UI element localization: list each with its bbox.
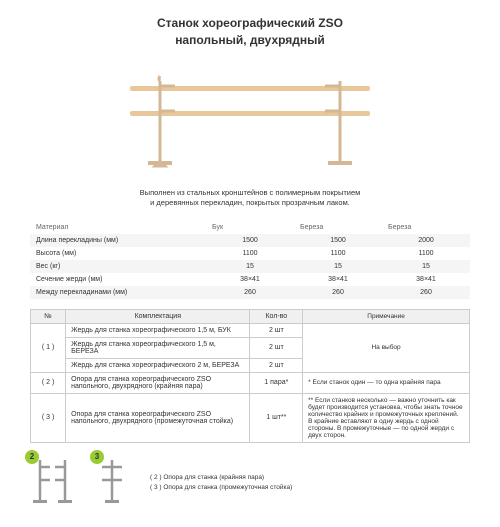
- subtitle-line2: и деревянных перекладин, покрытых прозра…: [30, 198, 470, 209]
- title-line2: напольный, двухрядный: [30, 32, 470, 49]
- subtitle: Выполнен из стальных кронштейнов с полим…: [30, 188, 470, 209]
- legend-text: ( 2 ) Опора для станка (крайняя пара) ( …: [150, 473, 292, 493]
- title-line1: Станок хореографический ZSO: [30, 15, 470, 32]
- legend-images: 2 3: [30, 455, 130, 512]
- specs-header: Береза: [294, 221, 382, 234]
- legend-section: 2 3 ( 2 ) Опора для станка (крайняя пара…: [30, 455, 470, 512]
- components-table: № Комплектация Кол-во Примечание ( 1 ) Ж…: [30, 309, 470, 443]
- legend-line-3: ( 3 ) Опора для станка (промежуточная ст…: [150, 483, 292, 493]
- product-image: [30, 61, 470, 173]
- badge-2: 2: [25, 450, 39, 464]
- specs-table: Материал Бук Береза Береза Длина перекла…: [30, 221, 470, 299]
- badge-3: 3: [90, 450, 104, 464]
- legend-item-2: 2: [30, 455, 80, 512]
- page-title: Станок хореографический ZSO напольный, д…: [30, 15, 470, 49]
- legend-line-2: ( 2 ) Опора для станка (крайняя пара): [150, 473, 292, 483]
- specs-header: Бук: [206, 221, 294, 234]
- specs-header: Материал: [30, 221, 206, 234]
- subtitle-line1: Выполнен из стальных кронштейнов с полим…: [30, 188, 470, 199]
- specs-header: Береза: [382, 221, 470, 234]
- legend-item-3: 3: [95, 455, 130, 512]
